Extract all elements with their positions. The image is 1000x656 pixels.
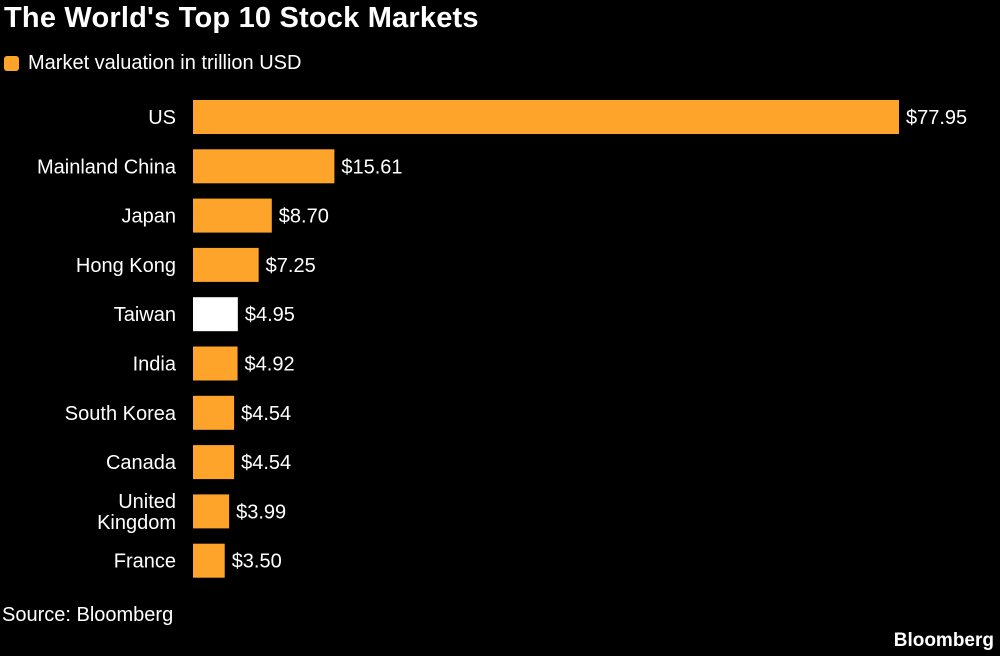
legend-swatch <box>4 55 19 71</box>
legend-label: Market valuation in trillion USD <box>28 51 302 74</box>
category-label: Taiwan <box>114 304 176 326</box>
bar-south-korea <box>193 395 235 430</box>
category-label: Japan <box>122 206 177 228</box>
value-label: $8.70 <box>279 206 329 228</box>
bar-united-kingdom <box>193 494 230 529</box>
category-label: France <box>114 551 176 573</box>
category-label: Canada <box>106 452 177 474</box>
value-label: $4.54 <box>241 403 291 425</box>
bar-india <box>193 346 238 381</box>
chart-legend: Market valuation in trillion USD <box>4 50 301 76</box>
bar-japan <box>193 198 272 233</box>
category-label: India <box>133 354 177 376</box>
bar-mainland-china <box>193 149 335 184</box>
value-label: $15.61 <box>341 156 402 178</box>
category-label: United Kingdom <box>97 491 176 534</box>
bar-us <box>193 100 899 134</box>
bloomberg-logo: Bloomberg <box>893 630 994 651</box>
value-label: $7.25 <box>266 255 316 277</box>
category-label: US <box>148 107 176 129</box>
bar-france <box>193 543 225 578</box>
value-label: $77.95 <box>906 107 967 129</box>
source-note: Source: Bloomberg <box>2 604 174 626</box>
category-label: Mainland China <box>37 156 177 178</box>
chart-title: The World's Top 10 Stock Markets <box>4 2 479 34</box>
bar-chart: US $77.95 Mainland China $15.61 Japan $8.70 Ho… <box>37 100 967 578</box>
category-label: Hong Kong <box>76 255 176 277</box>
value-label: $4.95 <box>245 304 295 326</box>
value-label: $4.92 <box>245 354 295 376</box>
bar-hong-kong <box>193 247 259 282</box>
value-label: $4.54 <box>241 452 291 474</box>
bar-taiwan <box>193 297 238 332</box>
category-label: South Korea <box>65 403 177 425</box>
bar-canada <box>193 445 235 480</box>
value-label: $3.99 <box>236 501 286 523</box>
value-label: $3.50 <box>232 551 282 573</box>
